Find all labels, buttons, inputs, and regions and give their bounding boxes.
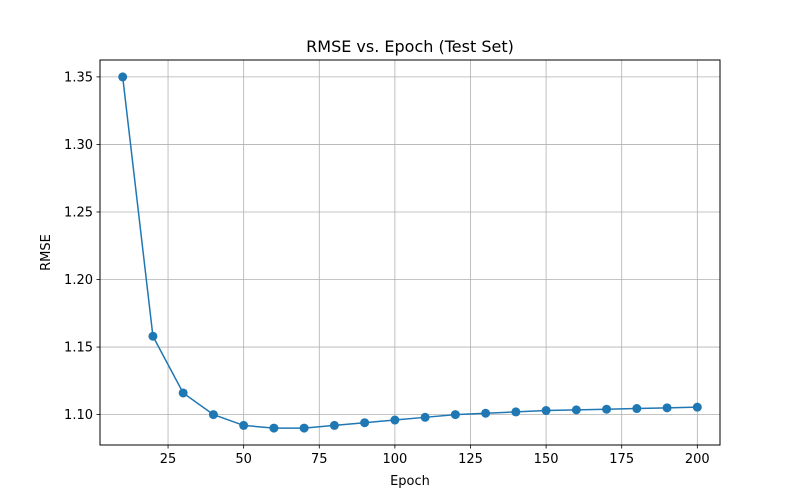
grid-lines	[100, 60, 720, 445]
data-point	[632, 404, 642, 414]
data-series	[118, 72, 702, 433]
data-point	[511, 407, 521, 417]
data-point	[541, 406, 551, 416]
x-tick-label: 150	[534, 452, 559, 467]
data-point	[450, 410, 460, 420]
x-tick-label: 25	[160, 452, 177, 467]
data-point	[390, 415, 400, 425]
y-tick-label: 1.10	[64, 408, 93, 423]
data-point	[269, 423, 279, 433]
x-axis-title: Epoch	[390, 474, 430, 489]
data-point	[329, 420, 339, 430]
data-point	[662, 403, 672, 413]
x-tick-label: 100	[382, 452, 407, 467]
data-point	[420, 412, 430, 422]
x-tick-label: 125	[458, 452, 483, 467]
plot-background	[100, 60, 720, 445]
data-point	[299, 423, 309, 433]
y-tick-label: 1.20	[64, 273, 93, 288]
data-point	[208, 410, 218, 420]
y-tick-label: 1.30	[64, 138, 93, 153]
data-point	[602, 404, 612, 414]
data-point	[239, 420, 249, 430]
y-tick-label: 1.15	[64, 341, 93, 356]
axis-ticks: 25 50 75 100 125 150 175 200 1.10 1.15 1.20 1.25 1.3…	[64, 70, 710, 467]
data-point	[178, 388, 188, 398]
chart-title: RMSE vs. Epoch (Test Set)	[306, 37, 514, 56]
data-point	[148, 331, 158, 341]
x-tick-label: 75	[311, 452, 328, 467]
data-point	[481, 408, 491, 418]
plot-frame	[99, 59, 721, 446]
y-axis-title: RMSE	[39, 234, 54, 271]
data-point	[692, 402, 702, 412]
data-point	[118, 72, 128, 82]
x-tick-label: 50	[235, 452, 252, 467]
series-line	[121, 76, 698, 429]
data-point	[571, 405, 581, 415]
y-tick-label: 1.35	[64, 70, 93, 85]
x-tick-label: 175	[609, 452, 634, 467]
data-point	[360, 418, 370, 428]
y-tick-label: 1.25	[64, 205, 93, 220]
x-tick-label: 200	[685, 452, 710, 467]
